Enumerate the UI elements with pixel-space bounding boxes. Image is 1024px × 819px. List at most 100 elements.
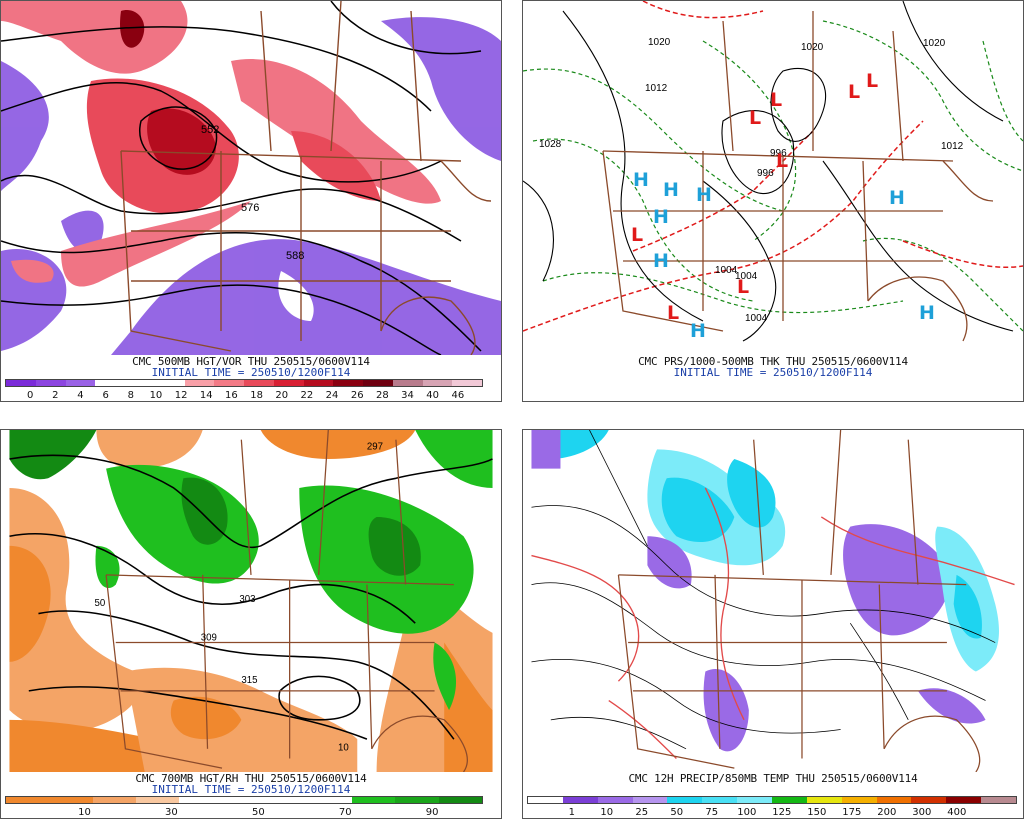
contour-labels: 552 576 588 <box>201 124 304 262</box>
panel-1-initial-time: INITIAL TIME = 250510/1200F114 <box>151 366 351 379</box>
colorbar-tick-label: 18 <box>250 390 263 401</box>
high-pressure-marker: H <box>919 302 935 324</box>
colorbar-tick-label: 10 <box>600 807 614 818</box>
colorbar-swatch <box>65 380 96 386</box>
colorbar-tick-label: 175 <box>842 807 862 818</box>
colorbar-tick-label: 16 <box>225 390 238 401</box>
colorbar-swatch <box>946 797 982 803</box>
solid-isobars <box>523 1 1014 342</box>
colorbar-swatch <box>876 797 912 803</box>
rh-label: 10 <box>338 743 349 754</box>
isobar-label: 1020 <box>648 37 671 48</box>
colorbar-swatch <box>702 797 738 803</box>
colorbar-swatch <box>772 797 807 803</box>
isobar-label: 1004 <box>715 265 738 276</box>
contour-labels: 297 303 309 315 50 10 <box>94 441 383 753</box>
contour-label-552: 552 <box>201 124 219 136</box>
colorbar-tick-label: 90 <box>425 807 439 818</box>
panel-500mb-vorticity: 552 576 588 CMC 500MB HGT/VOR THU 250515… <box>0 0 502 402</box>
political-borders <box>105 430 468 772</box>
colorbar-tick-label: 2 <box>52 390 59 401</box>
colorbar-swatch <box>667 797 703 803</box>
isobar-label: 1004 <box>735 271 758 282</box>
colorbar-tick-label: 14 <box>199 390 213 401</box>
high-pressure-marker: H <box>663 179 679 201</box>
colorbar-swatch <box>422 380 453 386</box>
colorbar-swatch <box>333 380 363 386</box>
colorbar-swatch <box>265 797 309 803</box>
low-pressure-marker: L <box>848 81 860 103</box>
height-label: 303 <box>239 594 255 605</box>
low-pressure-marker: L <box>631 224 643 246</box>
low-pressure-marker: L <box>776 150 788 172</box>
colorbar-swatch <box>92 797 136 803</box>
panel-2-initial-time: INITIAL TIME = 250510/1200F114 <box>673 366 873 379</box>
panel-sea-level-pressure-thickness: 1020 1020 1020 1012 1028 1012 1004 1004 … <box>522 0 1024 402</box>
panel-1-colorbar-ticks: 0 2 4 6 8 10 12 14 16 18 20 22 24 26 28 34 40 46 <box>5 390 483 401</box>
high-pressure-marker: H <box>653 250 669 272</box>
isobar-label: 1012 <box>645 83 668 94</box>
relative-humidity-map: 297 303 309 315 50 10 <box>9 430 493 772</box>
colorbar-swatch <box>392 380 423 386</box>
colorbar-tick-label: 12 <box>174 390 188 401</box>
colorbar-tick-label: 200 <box>877 807 897 818</box>
colorbar-tick-label: 75 <box>705 807 719 818</box>
political-borders <box>602 11 994 342</box>
colorbar-swatch <box>806 797 842 803</box>
colorbar-tick-label: 125 <box>772 807 792 818</box>
colorbar-tick-label: 40 <box>426 390 440 401</box>
colorbar-swatch <box>95 380 125 386</box>
isobar-label: 1012 <box>941 141 964 152</box>
height-label: 309 <box>201 633 217 644</box>
colorbar-swatch <box>981 797 1017 803</box>
colorbar-swatch <box>35 380 66 386</box>
low-pressure-marker: L <box>770 89 782 111</box>
colorbar-tick-label: 100 <box>737 807 757 818</box>
panel-2-title: CMC PRS/1000-500MB THK THU 250515/0600V1… <box>638 355 908 368</box>
pressure-labels: 1020 1020 1020 1012 1028 1012 1004 1004 … <box>539 37 964 324</box>
panel-3-initial-time: INITIAL TIME = 250510/1200F114 <box>151 783 351 796</box>
colorbar-swatch <box>6 380 36 386</box>
colorbar-tick-label: 10 <box>149 390 163 401</box>
panel-1-colorbar <box>5 379 483 387</box>
colorbar-swatch <box>303 380 334 386</box>
colorbar-tick-label: 4 <box>77 390 84 401</box>
colorbar-tick-label: 8 <box>127 390 134 401</box>
low-pressure-marker: L <box>749 107 761 129</box>
freezing-lines <box>531 487 1015 759</box>
precipitation-map <box>531 430 1015 772</box>
panel-1-title: CMC 500MB HGT/VOR THU 250515/0600V114 <box>132 355 370 368</box>
rh-label: 50 <box>94 598 105 609</box>
colorbar-swatch <box>352 797 396 803</box>
colorbar-tick-label: 6 <box>102 390 109 401</box>
colorbar-swatch <box>179 797 223 803</box>
colorbar-swatch <box>562 797 598 803</box>
colorbar-swatch <box>308 797 353 803</box>
thickness-lines <box>523 1 1023 332</box>
pressure-isobars <box>523 20 1023 332</box>
panel-precip-850mb-temp: CMC 12H PRECIP/850MB TEMP THU 250515/060… <box>522 429 1024 819</box>
isobar-label: 1020 <box>801 42 824 53</box>
colorbar-swatch <box>632 797 668 803</box>
panel-3-colorbar-ticks: 10 30 50 70 90 <box>5 807 483 818</box>
colorbar-swatch <box>184 380 215 386</box>
contour-label-576: 576 <box>241 202 259 214</box>
height-label: 297 <box>367 441 383 452</box>
colorbar-tick-label: 70 <box>338 807 352 818</box>
panel-4-colorbar <box>527 796 1017 804</box>
panel-3-title: CMC 700MB HGT/RH THU 250515/0600V114 <box>135 772 367 785</box>
low-pressure-centers: L L L L L L L L <box>631 70 878 324</box>
colorbar-tick-label: 150 <box>807 807 827 818</box>
low-pressure-marker: L <box>667 302 679 324</box>
isobar-label: 1028 <box>539 139 562 150</box>
height-contours <box>1 1 482 355</box>
panel-700mb-relative-humidity: 297 303 309 315 50 10 CMC 700MB HGT/RH T… <box>0 429 502 819</box>
colorbar-tick-label: 1 <box>568 807 575 818</box>
colorbar-swatch <box>273 380 304 386</box>
colorbar-swatch <box>214 380 244 386</box>
colorbar-swatch <box>911 797 947 803</box>
colorbar-swatch <box>135 797 180 803</box>
colorbar-tick-label: 20 <box>275 390 289 401</box>
high-pressure-marker: H <box>633 169 649 191</box>
colorbar-swatch <box>125 380 155 386</box>
